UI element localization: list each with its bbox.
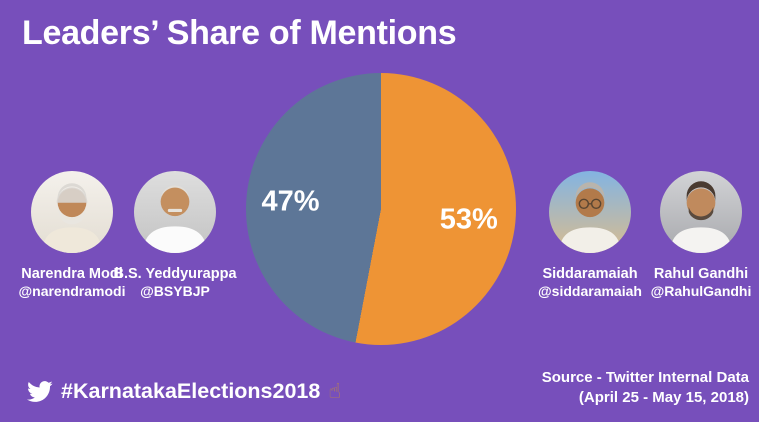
page-title: Leaders’ Share of Mentions xyxy=(22,14,457,52)
portrait-silhouette xyxy=(670,181,732,253)
hashtag-text: #KarnatakaElections2018 xyxy=(61,379,321,403)
avatar-siddaramaiah xyxy=(549,171,631,253)
leader-handle: @RahulGandhi xyxy=(650,283,752,300)
portrait-silhouette xyxy=(559,182,621,253)
leader-card-bs-yeddyurappa: B.S. Yeddyurappa @BSYBJP xyxy=(100,171,250,301)
leader-name: Narendra Modi xyxy=(21,266,123,282)
leader-card-narendra-modi: Narendra Modi @narendramodi xyxy=(0,171,147,301)
leader-card-siddaramaiah: Siddaramaiah @siddaramaiah xyxy=(515,171,665,301)
portrait-silhouette xyxy=(42,183,102,253)
leader-name: Siddaramaiah xyxy=(542,266,638,282)
source-line2: (April 25 - May 15, 2018) xyxy=(578,389,749,407)
avatar-rahul-gandhi xyxy=(660,171,742,253)
leader-card-rahul-gandhi: Rahul Gandhi @RahulGandhi xyxy=(626,171,759,301)
leader-name: Rahul Gandhi xyxy=(653,266,749,282)
leader-handle: @siddaramaiah xyxy=(538,283,642,300)
portrait-silhouette xyxy=(143,185,207,253)
pie-label-53: 53% xyxy=(439,203,498,236)
pie-label-47: 47% xyxy=(261,185,320,218)
leader-name: B.S. Yeddyurappa xyxy=(113,266,237,282)
leader-handle: @BSYBJP xyxy=(140,283,210,300)
source-attribution: Source - Twitter Internal Data (April 25… xyxy=(542,368,749,409)
leader-handle: @narendramodi xyxy=(18,283,126,300)
hashtag-row: #KarnatakaElections2018 ☝ xyxy=(26,378,341,405)
inked-finger-emoji: ☝ xyxy=(328,380,342,403)
twitter-bird-icon xyxy=(26,378,53,405)
pie-chart: 47% 53% xyxy=(246,73,516,345)
avatar-bs-yeddyurappa xyxy=(134,171,216,253)
avatar-narendra-modi xyxy=(31,171,113,253)
source-line1: Source - Twitter Internal Data xyxy=(541,369,749,386)
